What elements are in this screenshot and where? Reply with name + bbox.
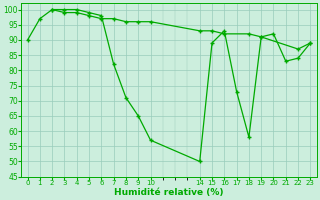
X-axis label: Humidité relative (%): Humidité relative (%) [114, 188, 224, 197]
